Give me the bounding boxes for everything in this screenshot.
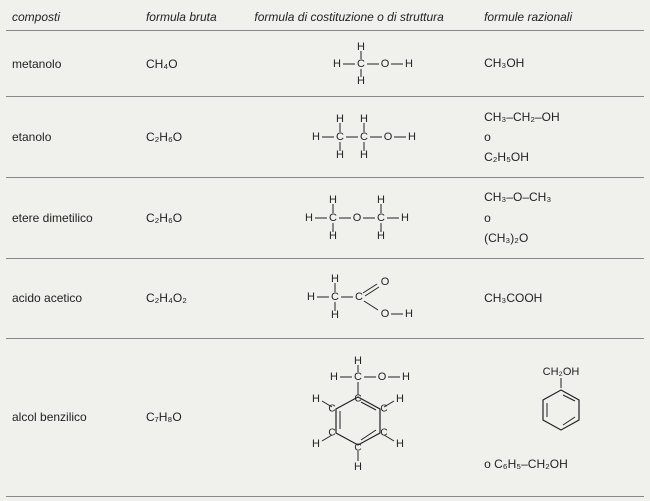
formula-razionale: CH₃–O–CH₃ o (CH₃)₂O (478, 178, 644, 259)
formula-razionale: CH₃COOH (478, 258, 644, 338)
svg-text:C: C (360, 131, 368, 143)
formula-table: composti formula bruta formula di costit… (6, 4, 644, 497)
compound-name: acido acetico (6, 258, 140, 338)
structural-formula: H C H H O C H H H (248, 178, 478, 259)
svg-text:C: C (354, 371, 362, 383)
header-row: composti formula bruta formula di costit… (6, 4, 644, 31)
formula-bruta: C₂H₆O (140, 97, 248, 178)
svg-text:O: O (384, 131, 393, 143)
formula-bruta: C₇H₈O (140, 338, 248, 496)
table-row: etanolo C₂H₆O H C H H C H H O H (6, 97, 644, 178)
formula-bruta: CH₄O (140, 31, 248, 97)
svg-text:O: O (353, 212, 362, 224)
svg-text:C: C (331, 291, 339, 303)
svg-text:H: H (312, 438, 320, 450)
svg-text:H: H (402, 371, 410, 383)
svg-text:H: H (408, 131, 416, 143)
compound-name: metanolo (6, 31, 140, 97)
structural-formula: H C H H C O O H (248, 258, 478, 338)
svg-text:H: H (401, 212, 409, 224)
formula-razionale: CH₃–CH₂–OH o C₂H₅OH (478, 97, 644, 178)
compound-name: alcol benzilico (6, 338, 140, 496)
svg-text:C: C (377, 212, 385, 224)
svg-text:H: H (312, 393, 320, 405)
svg-text:H: H (405, 58, 413, 70)
svg-text:CH₂OH: CH₂OH (543, 366, 580, 378)
header-razionali: formule razionali (478, 4, 644, 31)
svg-text:O: O (381, 276, 390, 288)
svg-text:H: H (333, 58, 341, 70)
structural-formula: H C H O H C C (248, 338, 478, 496)
svg-text:C: C (329, 212, 337, 224)
svg-text:C: C (355, 291, 363, 303)
svg-text:O: O (378, 371, 387, 383)
formula-razionale: CH₃OH (478, 31, 644, 97)
svg-text:H: H (396, 438, 404, 450)
formula-table-wrap: composti formula bruta formula di costit… (0, 0, 650, 501)
svg-text:C: C (357, 58, 365, 70)
structural-formula: H C H H O H (248, 31, 478, 97)
svg-text:H: H (405, 308, 413, 320)
svg-text:H: H (354, 461, 362, 473)
svg-text:H: H (305, 212, 313, 224)
header-struttura: formula di costituzione o di struttura (248, 4, 478, 31)
compound-name: etere dimetilico (6, 178, 140, 259)
svg-text:C: C (355, 394, 362, 405)
compound-name: etanolo (6, 97, 140, 178)
svg-text:O: O (381, 58, 390, 70)
header-composti: composti (6, 4, 140, 31)
table-row: metanolo CH₄O H C H H O H CH₃OH (6, 31, 644, 97)
structural-formula: H C H H C H H O H (248, 97, 478, 178)
header-bruta: formula bruta (140, 4, 248, 31)
svg-text:O: O (381, 308, 390, 320)
formula-razionale: CH₂OH o C₆H₅–CH₂OH (478, 338, 644, 496)
table-row: etere dimetilico C₂H₆O H C H H O C H H H (6, 178, 644, 259)
svg-text:C: C (336, 131, 344, 143)
svg-text:H: H (396, 393, 404, 405)
svg-text:H: H (307, 291, 315, 303)
table-row: alcol benzilico C₇H₈O H C H O H (6, 338, 644, 496)
svg-text:H: H (312, 131, 320, 143)
formula-bruta: C₂H₆O (140, 178, 248, 259)
svg-text:H: H (330, 371, 338, 383)
formula-bruta: C₂H₄O₂ (140, 258, 248, 338)
table-row: acido acetico C₂H₄O₂ H C H H C O O (6, 258, 644, 338)
